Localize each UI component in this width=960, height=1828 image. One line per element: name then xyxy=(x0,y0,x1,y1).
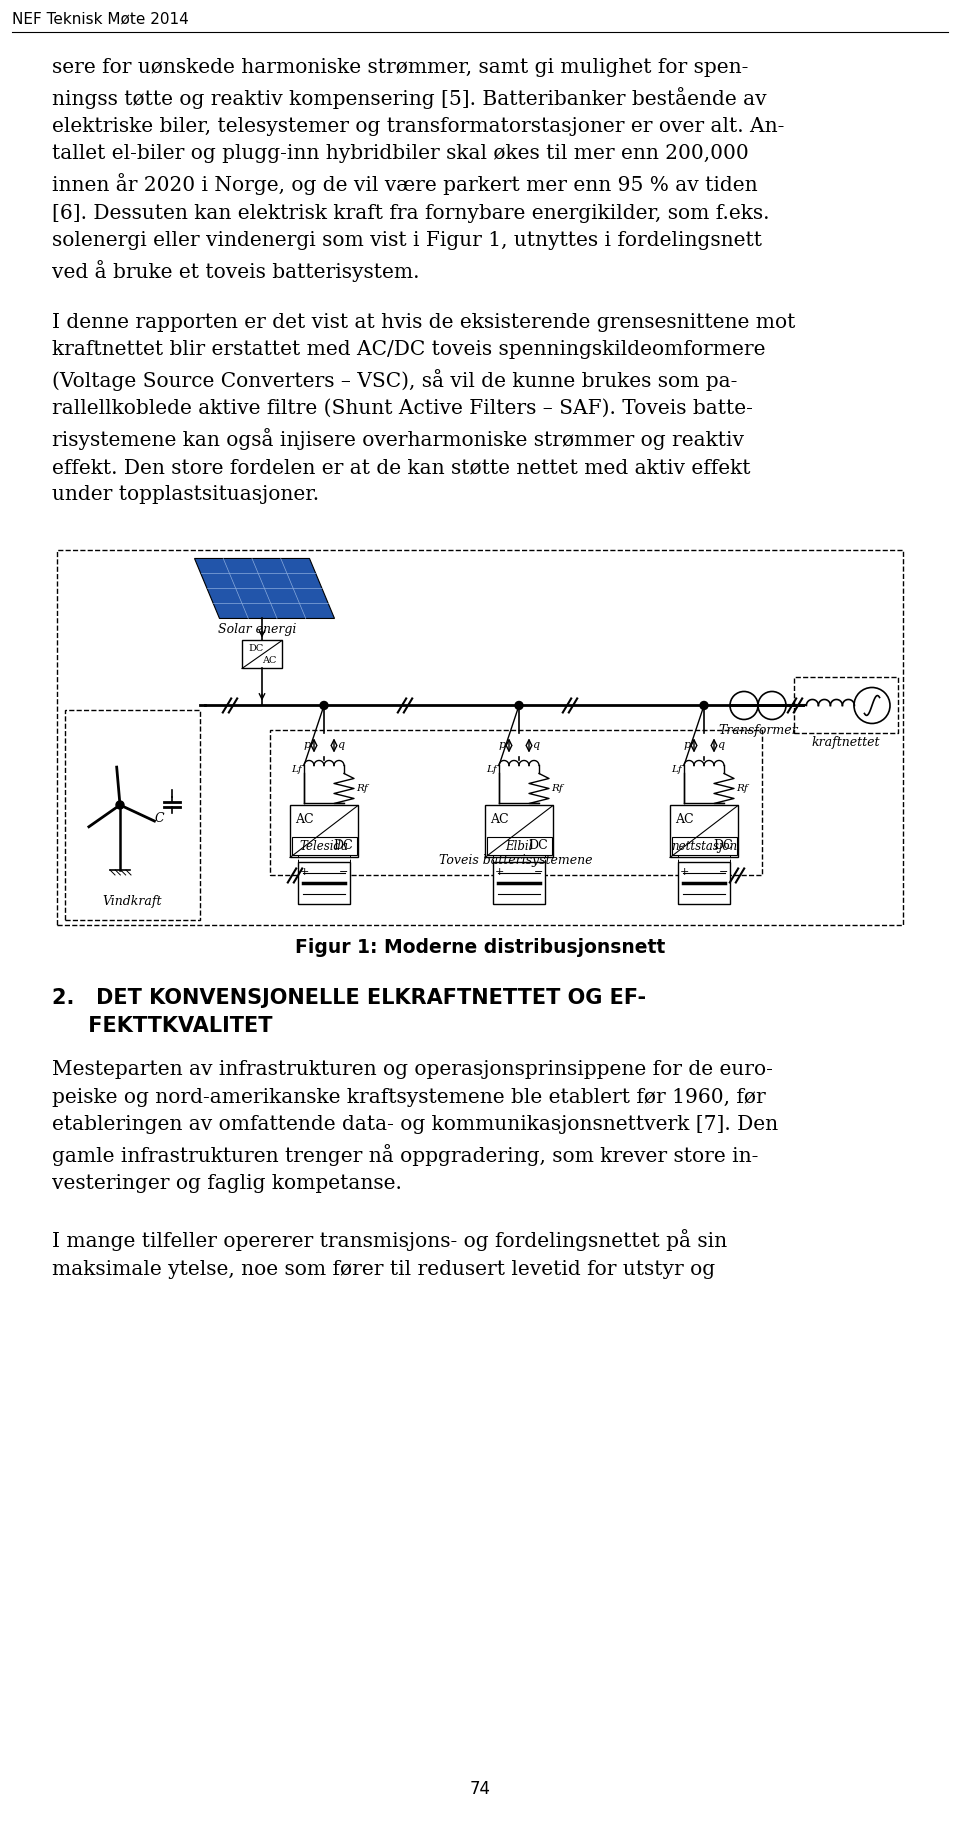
Text: Rf: Rf xyxy=(736,784,748,793)
Text: I mange tilfeller opererer transmisjons- og fordelingsnettet på sin
maksimale yt: I mange tilfeller opererer transmisjons-… xyxy=(52,1228,727,1278)
Text: Lf: Lf xyxy=(291,764,302,773)
Text: FEKTTKVALITET: FEKTTKVALITET xyxy=(52,1016,273,1036)
Text: Transformer: Transformer xyxy=(718,724,798,737)
Text: Lf: Lf xyxy=(487,764,497,773)
Text: q: q xyxy=(532,740,540,751)
Text: Mesteparten av infrastrukturen og operasjonsprinsippene for de euro-
peiske og n: Mesteparten av infrastrukturen og operas… xyxy=(52,1060,779,1194)
Text: DC: DC xyxy=(333,839,353,852)
Text: Vindkraft: Vindkraft xyxy=(103,896,162,909)
Bar xyxy=(242,640,282,669)
Bar xyxy=(670,806,738,857)
Text: kraftnettet: kraftnettet xyxy=(812,737,880,749)
Text: p: p xyxy=(499,740,506,751)
Text: −: − xyxy=(339,868,348,877)
Text: 74: 74 xyxy=(469,1780,491,1799)
Text: DC: DC xyxy=(248,645,263,653)
Text: +: + xyxy=(300,868,309,877)
Text: DC: DC xyxy=(528,839,548,852)
Text: Rf: Rf xyxy=(356,784,368,793)
Circle shape xyxy=(116,801,124,810)
Text: C: C xyxy=(155,812,164,826)
Text: AC: AC xyxy=(490,813,509,826)
Bar xyxy=(290,806,358,857)
Bar xyxy=(298,863,350,905)
Text: Figur 1: Moderne distribusjonsnett: Figur 1: Moderne distribusjonsnett xyxy=(295,938,665,958)
Text: −: − xyxy=(534,868,543,877)
Text: Elbil: Elbil xyxy=(505,841,533,854)
Text: p: p xyxy=(304,740,311,751)
Text: AC: AC xyxy=(675,813,694,826)
Text: 2.   DET KONVENSJONELLE ELKRAFTNETTET OG EF-: 2. DET KONVENSJONELLE ELKRAFTNETTET OG E… xyxy=(52,989,646,1009)
Text: Toveis batterisystemene: Toveis batterisystemene xyxy=(440,854,592,868)
Bar xyxy=(493,863,545,905)
Text: NEF Teknisk Møte 2014: NEF Teknisk Møte 2014 xyxy=(12,13,189,27)
FancyBboxPatch shape xyxy=(65,711,200,921)
Text: Rf: Rf xyxy=(551,784,563,793)
FancyBboxPatch shape xyxy=(270,731,762,876)
Text: +: + xyxy=(495,868,504,877)
Text: Telesida: Telesida xyxy=(300,841,348,854)
Text: sere for uønskede harmoniske strømmer, samt gi mulighet for spen-
ningss tøtte o: sere for uønskede harmoniske strømmer, s… xyxy=(52,58,784,282)
FancyBboxPatch shape xyxy=(794,678,898,733)
Text: p: p xyxy=(684,740,691,751)
Text: AC: AC xyxy=(262,656,276,665)
Bar xyxy=(485,806,553,857)
Text: Solar energi: Solar energi xyxy=(218,623,297,636)
Text: I denne rapporten er det vist at hvis de eksisterende grensesnittene mot
kraftne: I denne rapporten er det vist at hvis de… xyxy=(52,313,796,505)
Circle shape xyxy=(320,702,328,709)
Text: AC: AC xyxy=(295,813,314,826)
Text: Lf: Lf xyxy=(671,764,682,773)
Circle shape xyxy=(700,702,708,709)
Text: q: q xyxy=(717,740,724,751)
Bar xyxy=(292,837,356,856)
Bar xyxy=(678,863,730,905)
Bar xyxy=(487,837,551,856)
Text: nettstasjon: nettstasjon xyxy=(671,841,737,854)
Text: +: + xyxy=(680,868,689,877)
Polygon shape xyxy=(195,559,334,618)
Text: −: − xyxy=(719,868,728,877)
Circle shape xyxy=(515,702,523,709)
Text: DC: DC xyxy=(713,839,733,852)
Text: q: q xyxy=(337,740,344,751)
Bar xyxy=(671,837,736,856)
